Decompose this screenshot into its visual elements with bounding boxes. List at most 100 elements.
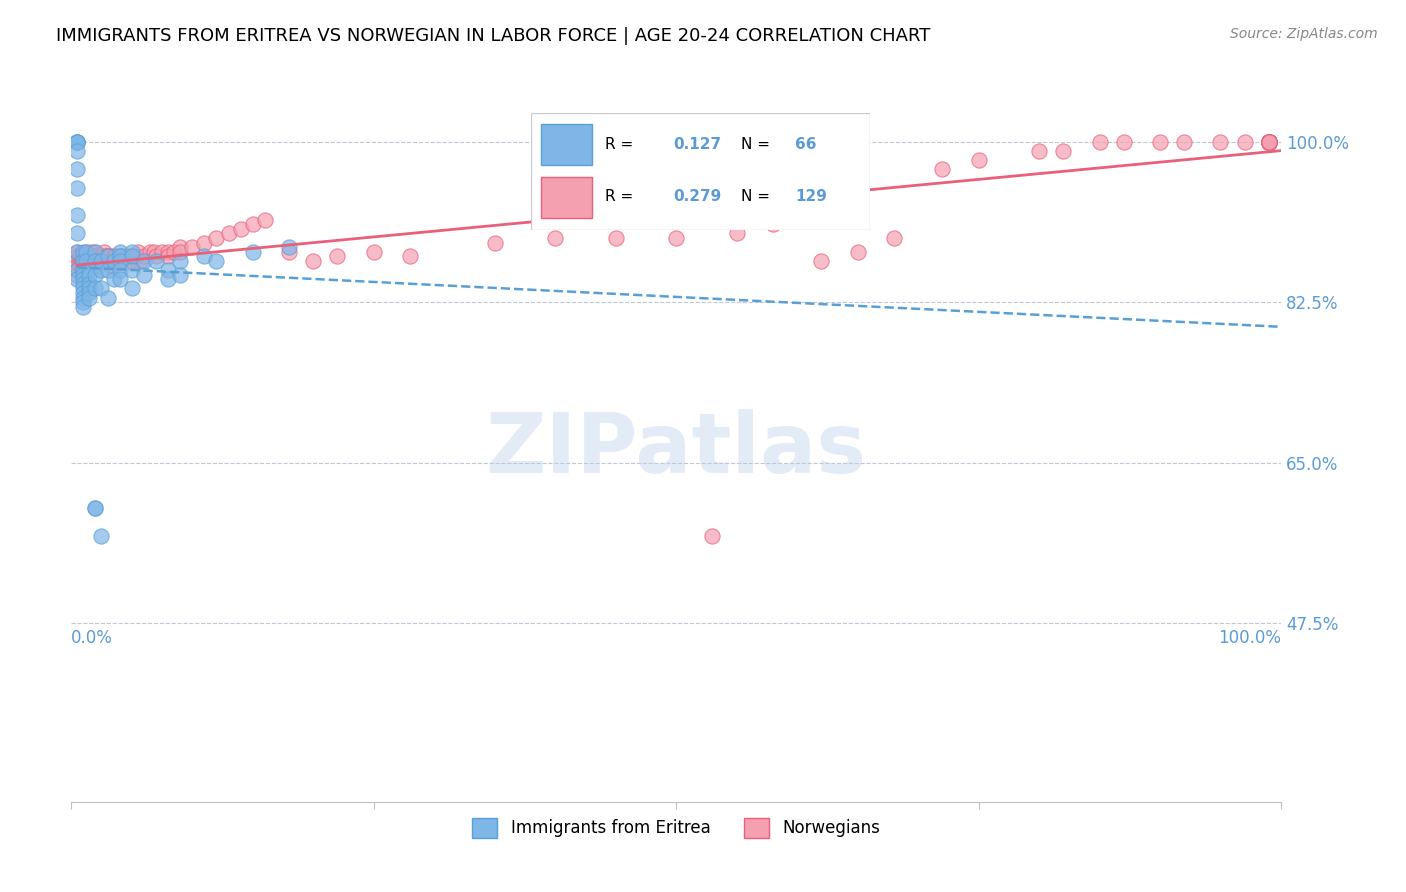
Point — [72, 277, 94, 291]
Point — [96, 249, 118, 263]
Point — [90, 249, 112, 263]
Point — [90, 254, 112, 268]
Point — [96, 249, 118, 263]
Point — [79, 291, 101, 305]
Point — [84, 244, 107, 259]
Point — [94, 254, 117, 268]
Point — [70, 259, 93, 273]
Point — [79, 263, 101, 277]
Point — [1149, 135, 1171, 149]
Point — [1257, 135, 1279, 149]
Point — [112, 254, 135, 268]
Point — [72, 285, 94, 300]
Point — [1257, 135, 1279, 149]
Point — [145, 249, 167, 263]
Point — [1257, 135, 1279, 149]
Point — [79, 285, 101, 300]
Point — [544, 231, 567, 245]
Point — [883, 231, 905, 245]
Point — [87, 259, 110, 273]
Point — [70, 263, 93, 277]
Point — [69, 249, 91, 263]
Point — [278, 244, 301, 259]
Point — [1233, 135, 1256, 149]
Point — [103, 254, 125, 268]
Point — [132, 254, 155, 268]
Point — [79, 259, 101, 273]
Point — [163, 244, 186, 259]
Point — [157, 244, 180, 259]
Point — [1173, 135, 1195, 149]
Point — [66, 249, 89, 263]
Point — [90, 254, 112, 268]
Point — [484, 235, 506, 250]
Point — [84, 249, 107, 263]
Point — [1257, 135, 1279, 149]
Point — [157, 272, 180, 286]
Point — [205, 254, 228, 268]
Point — [121, 249, 143, 263]
Point — [150, 244, 173, 259]
Point — [229, 222, 252, 236]
Point — [66, 227, 89, 241]
Point — [1257, 135, 1279, 149]
Point — [1257, 135, 1279, 149]
Point — [132, 268, 155, 282]
Point — [1257, 135, 1279, 149]
Point — [1257, 135, 1279, 149]
Point — [1257, 135, 1279, 149]
Point — [1257, 135, 1279, 149]
Point — [108, 249, 131, 263]
Point — [399, 249, 422, 263]
Point — [76, 263, 98, 277]
Point — [218, 227, 240, 241]
Point — [786, 212, 808, 227]
Point — [84, 501, 107, 516]
Point — [967, 153, 990, 168]
Point — [69, 254, 91, 268]
Point — [1257, 135, 1279, 149]
Point — [108, 249, 131, 263]
Point — [725, 227, 748, 241]
Point — [75, 244, 97, 259]
Point — [72, 295, 94, 310]
Point — [72, 263, 94, 277]
Point — [103, 249, 125, 263]
Point — [72, 300, 94, 314]
Point — [72, 254, 94, 268]
Point — [193, 235, 215, 250]
Point — [66, 135, 89, 149]
Point — [66, 263, 89, 277]
Point — [98, 249, 121, 263]
Point — [96, 291, 118, 305]
Point — [205, 231, 228, 245]
Text: IMMIGRANTS FROM ERITREA VS NORWEGIAN IN LABOR FORCE | AGE 20-24 CORRELATION CHAR: IMMIGRANTS FROM ERITREA VS NORWEGIAN IN … — [56, 27, 931, 45]
Point — [72, 268, 94, 282]
Point — [1257, 135, 1279, 149]
Point — [84, 268, 107, 282]
Point — [79, 249, 101, 263]
Point — [810, 254, 832, 268]
Point — [79, 249, 101, 263]
Point — [193, 249, 215, 263]
Point — [75, 249, 97, 263]
Point — [1257, 135, 1279, 149]
Point — [121, 281, 143, 295]
Point — [1052, 144, 1074, 158]
Point — [115, 249, 138, 263]
Point — [84, 254, 107, 268]
Point — [103, 272, 125, 286]
Point — [121, 254, 143, 268]
Point — [72, 249, 94, 263]
Point — [1257, 135, 1279, 149]
Point — [66, 162, 89, 177]
Point — [169, 244, 191, 259]
Point — [1257, 135, 1279, 149]
Point — [1257, 135, 1279, 149]
Point — [94, 249, 117, 263]
Point — [72, 291, 94, 305]
Point — [75, 254, 97, 268]
Point — [762, 217, 785, 231]
Point — [108, 263, 131, 277]
Point — [66, 144, 89, 158]
